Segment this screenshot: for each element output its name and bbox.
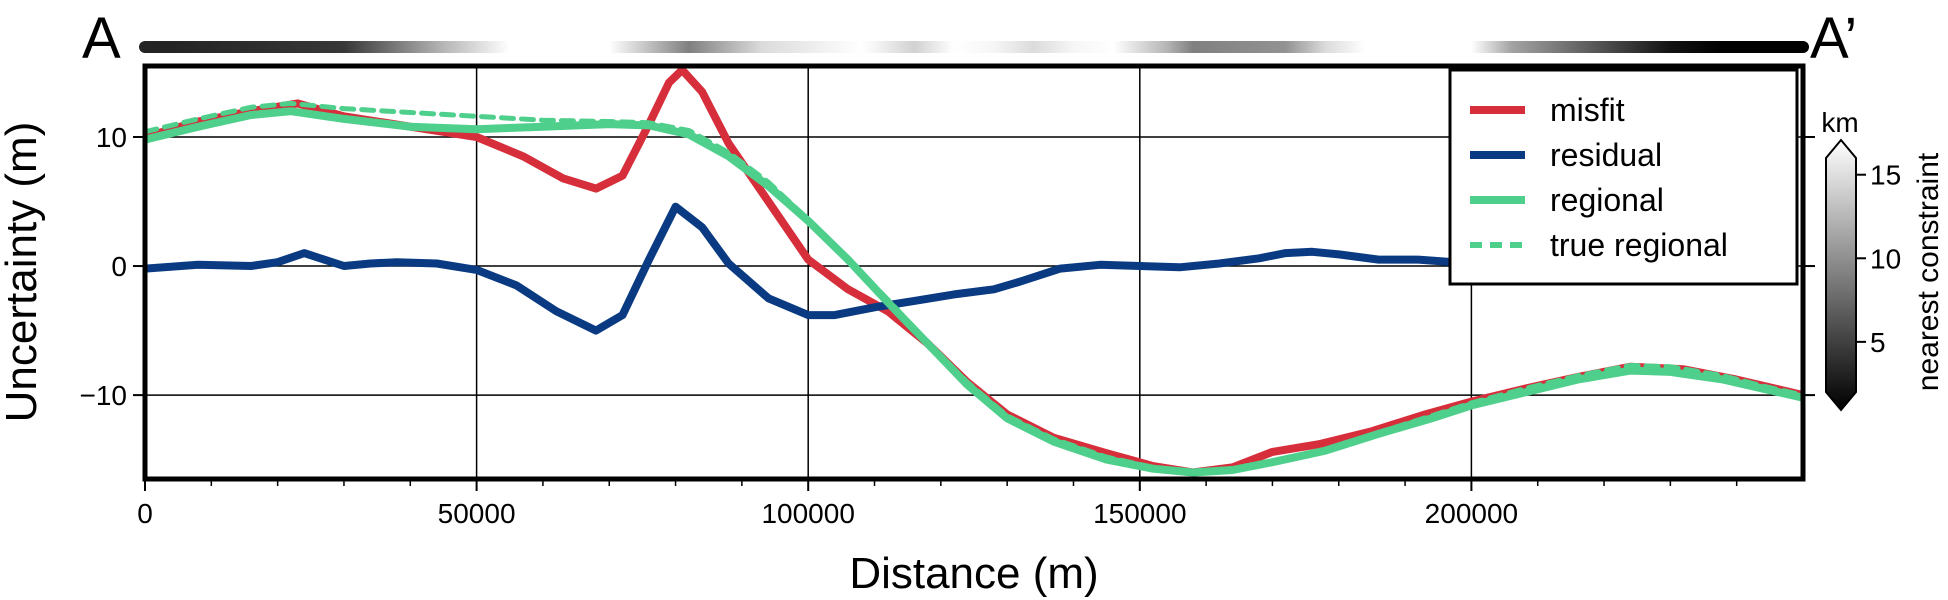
colorbar-tick-label: 15 <box>1870 160 1901 191</box>
legend: misfit residual regional true regional <box>1448 68 1799 286</box>
colorbar-tick-label: 10 <box>1870 243 1901 274</box>
y-axis-label: Uncertainty (m) <box>0 122 46 423</box>
legend-label-residual: residual <box>1550 137 1662 173</box>
y-tick-label: 10 <box>96 122 127 153</box>
section-label-end: A’ <box>1810 6 1857 71</box>
x-tick-label: 100000 <box>761 498 854 529</box>
x-tick-label: 200000 <box>1425 498 1518 529</box>
legend-label-true-regional: true regional <box>1550 227 1728 263</box>
colorbar-body <box>1825 138 1857 412</box>
legend-box <box>1448 68 1799 286</box>
series-layer <box>145 66 1803 477</box>
series-residual <box>145 202 1476 335</box>
colorbar-ticks: 5 10 15 <box>1856 160 1901 358</box>
colorbar-label: nearest constraint <box>1912 152 1945 391</box>
x-tick-label: 0 <box>137 498 153 529</box>
y-tick-label: −10 <box>80 380 128 411</box>
legend-label-regional: regional <box>1550 182 1664 218</box>
plot-frame <box>142 63 1806 482</box>
x-tick-label: 50000 <box>438 498 516 529</box>
y-tick-label: 0 <box>111 251 127 282</box>
x-tick-label: 150000 <box>1093 498 1186 529</box>
colorbar-unit: km <box>1821 107 1858 138</box>
colorbar-tick-label: 5 <box>1870 327 1886 358</box>
legend-label-misfit: misfit <box>1550 92 1625 128</box>
colorbar: km 5 10 15 nearest constraint <box>1821 107 1945 412</box>
x-axis-label: Distance (m) <box>849 549 1098 598</box>
section-label-start: A <box>82 6 121 71</box>
series-true-regional <box>145 100 1803 474</box>
